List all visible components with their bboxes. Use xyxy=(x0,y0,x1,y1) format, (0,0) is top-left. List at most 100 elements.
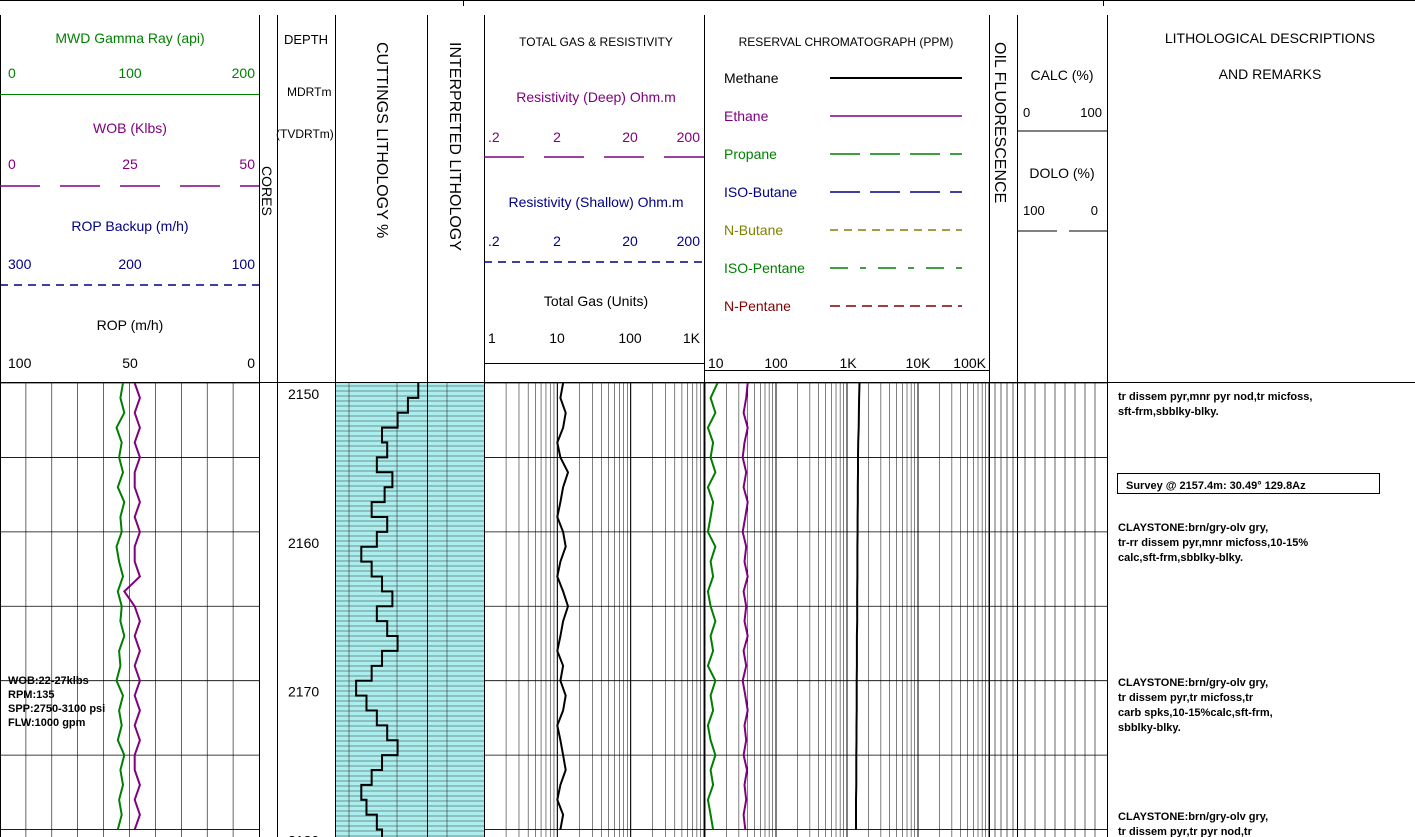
res-shallow-label: Resistivity (Shallow) Ohm.m xyxy=(508,194,683,210)
depth-labels: 2150 2160 2170 2180 xyxy=(288,386,319,837)
res-deep-scale-0: .2 xyxy=(488,129,500,145)
rop-scale-mid: 50 xyxy=(122,355,138,371)
rop-backup-scale-max: 100 xyxy=(232,256,256,272)
chrom-legend-label: Methane xyxy=(724,70,779,86)
wob-scale-min: 0 xyxy=(8,156,16,172)
dolo-scale-max: 0 xyxy=(1091,203,1098,218)
chrom-legend-label: Ethane xyxy=(724,108,769,124)
gamma-scale-max: 200 xyxy=(232,65,256,81)
rop-backup-scale-mid: 200 xyxy=(118,256,142,272)
curve-propane xyxy=(706,382,719,830)
total-gas-scale-3: 1K xyxy=(683,330,701,346)
gas-title: TOTAL GAS & RESISTIVITY xyxy=(519,35,673,49)
depth-label: DEPTH xyxy=(284,32,328,47)
description-line: CLAYSTONE:brn/gry-olv gry, xyxy=(1118,522,1268,534)
lithology-descriptions: tr dissem pyr,mnr pyr nod,tr micfoss, sft… xyxy=(1117,391,1380,837)
res-shallow-scale-1: 2 xyxy=(553,233,561,249)
res-deep-scale-3: 200 xyxy=(677,129,701,145)
curve-methane xyxy=(855,382,861,830)
wob-scale-max: 50 xyxy=(239,156,255,172)
litho-title-line1: LITHOLOGICAL DESCRIPTIONS xyxy=(1165,30,1375,46)
res-shallow-scale-0: .2 xyxy=(488,233,500,249)
curve-wob-klbs xyxy=(122,382,142,830)
depth-tvd-label: (TVDRTm) xyxy=(276,127,334,141)
survey-box xyxy=(1117,473,1380,494)
res-deep-scale: .2 2 20 200 xyxy=(488,129,700,145)
rop-backup-label: ROP Backup (m/h) xyxy=(71,218,188,234)
total-gas-scale-1: 10 xyxy=(549,330,565,346)
chrom-scale-0: 10 xyxy=(708,355,724,371)
chrom-scale-2: 1K xyxy=(839,355,857,371)
description-line: calc,sft-frm,sbblky-blky. xyxy=(1118,552,1243,564)
description-line: sft-frm,sbblky-blky. xyxy=(1118,406,1219,418)
depth-tick-label: 2150 xyxy=(288,386,319,402)
rop-backup-scale-min: 300 xyxy=(8,256,32,272)
lithology-columns xyxy=(336,383,484,837)
gamma-scale-min: 0 xyxy=(8,65,16,81)
interpreted-label: INTERPRETED LITHOLOGY xyxy=(446,42,463,251)
description-line: tr dissem pyr,mnr pyr nod,tr micfoss, xyxy=(1118,391,1312,403)
description-line: tr dissem pyr,tr micfoss,tr xyxy=(1118,692,1254,704)
calc-scale-max: 100 xyxy=(1080,105,1102,120)
drilling-param: FLW:1000 gpm xyxy=(8,717,86,729)
res-deep-scale-2: 20 xyxy=(622,129,638,145)
depth-tick-label: 2160 xyxy=(288,535,319,551)
total-gas-scale: 1 10 100 1K xyxy=(488,330,701,346)
interpreted-fill xyxy=(428,383,484,837)
wob-label: WOB (Klbs) xyxy=(93,120,167,136)
curve-mwd-gamma-ray-api xyxy=(115,382,126,830)
gamma-label: MWD Gamma Ray (api) xyxy=(55,30,204,46)
description-line: CLAYSTONE:brn/gry-olv gry, xyxy=(1118,811,1268,823)
gamma-scale-mid: 100 xyxy=(118,65,142,81)
chrom-scale: 10 100 1K 10K 100K xyxy=(708,355,987,371)
rop-scale-min: 100 xyxy=(8,355,32,371)
dolo-label: DOLO (%) xyxy=(1029,165,1094,181)
chrom-legend-label: N-Pentane xyxy=(724,298,791,314)
description-line: tr dissem pyr,tr pyr nod,tr xyxy=(1118,826,1253,837)
chrom-scale-4: 100K xyxy=(953,355,986,371)
description-line: tr-rr dissem pyr,mnr micfoss,10-15% xyxy=(1118,537,1308,549)
chrom-legend: Methane Ethane Propane ISO-Butane N-Butane IS… xyxy=(724,70,962,314)
wob-scale-mid: 25 xyxy=(122,156,138,172)
chrom-scale-3: 10K xyxy=(906,355,932,371)
dolo-scale-min: 100 xyxy=(1023,203,1045,218)
chrom-title: RESERVAL CHROMATOGRAPH (PPM) xyxy=(739,35,954,49)
chrom-legend-label: ISO-Pentane xyxy=(724,260,805,276)
cores-label: CORES xyxy=(259,166,275,216)
rop-scale-max: 0 xyxy=(247,355,255,371)
depth-tick-label: 2170 xyxy=(288,684,319,700)
curve-ethane xyxy=(741,382,749,830)
total-gas-scale-2: 100 xyxy=(618,330,642,346)
res-shallow-scale: .2 2 20 200 xyxy=(488,233,700,249)
log-grid xyxy=(0,382,1107,837)
description-line: carb spks,10-15%calc,sft-frm, xyxy=(1118,707,1273,719)
drilling-param: WOB:22-27klbs xyxy=(8,675,89,687)
res-deep-scale-1: 2 xyxy=(553,129,561,145)
log-curves xyxy=(115,382,861,837)
cuttings-label: CUTTINGS LITHOLOGY % xyxy=(373,42,390,238)
res-shallow-scale-2: 20 xyxy=(622,233,638,249)
chrom-legend-label: Propane xyxy=(724,146,777,162)
description-line: sbblky-blky. xyxy=(1118,722,1181,734)
drilling-param: RPM:135 xyxy=(8,689,54,701)
res-deep-label: Resistivity (Deep) Ohm.m xyxy=(516,89,675,105)
curve-total-gas-units xyxy=(556,382,570,830)
oil-fluorescence-label: OIL FLUORESCENCE xyxy=(991,42,1008,203)
description-line: CLAYSTONE:brn/gry-olv gry, xyxy=(1118,677,1268,689)
chrom-scale-1: 100 xyxy=(764,355,788,371)
calc-scale-min: 0 xyxy=(1023,105,1030,120)
chrom-legend-label: N-Butane xyxy=(724,222,783,238)
curve-rop-m-h xyxy=(355,383,420,837)
depth-tick-label: 2180 xyxy=(288,833,319,837)
total-gas-label: Total Gas (Units) xyxy=(544,293,648,309)
chrom-legend-label: ISO-Butane xyxy=(724,184,797,200)
calc-label: CALC (%) xyxy=(1030,67,1093,83)
description-line: Survey @ 2157.4m: 30.49° 129.8Az xyxy=(1126,480,1306,492)
litho-title-line2: AND REMARKS xyxy=(1219,66,1322,82)
drilling-remarks: WOB:22-27klbs RPM:135 SPP:2750-3100 psi FLW… xyxy=(8,675,105,729)
drilling-param: SPP:2750-3100 psi xyxy=(8,703,105,715)
depth-md-label: MDRTm xyxy=(287,85,331,99)
total-gas-scale-0: 1 xyxy=(488,330,496,346)
res-shallow-scale-3: 200 xyxy=(677,233,701,249)
